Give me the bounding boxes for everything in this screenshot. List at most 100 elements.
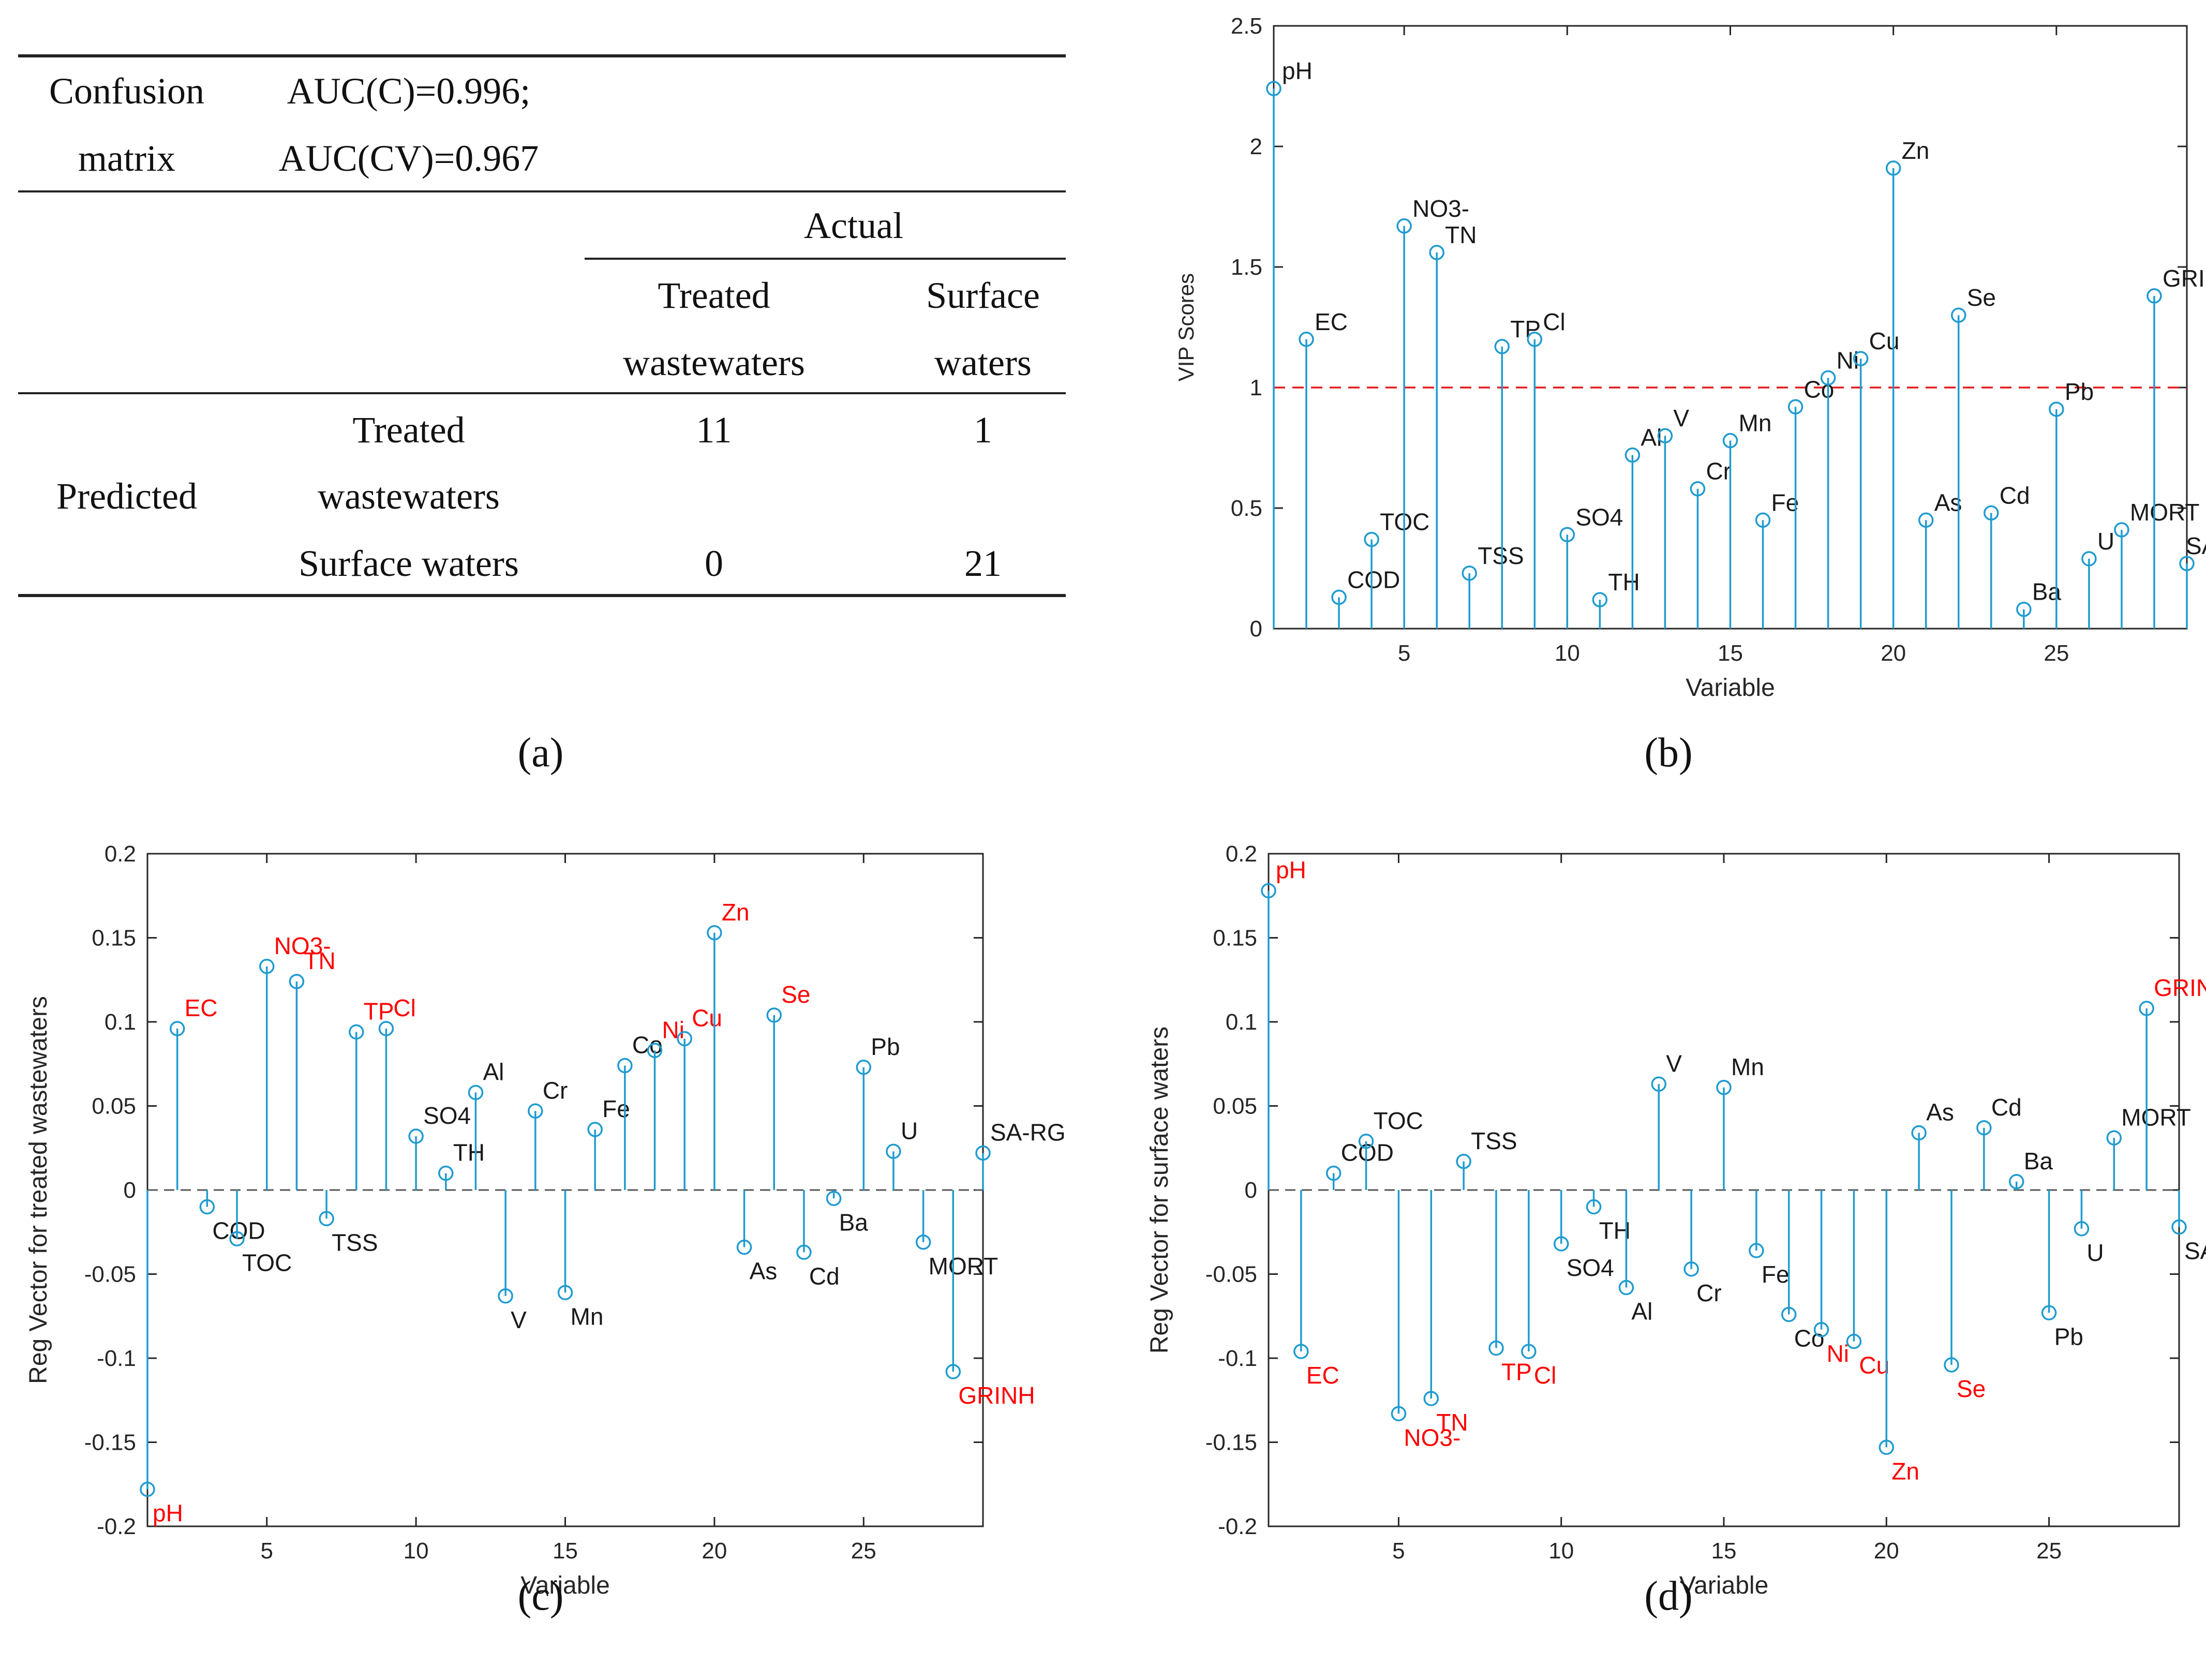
y-tick-label: 0.15 xyxy=(92,926,136,951)
point-label-tss: TSS xyxy=(332,1229,378,1256)
header-matrix: matrix xyxy=(78,138,175,179)
panel-a-confusion-matrix: Confusion matrix AUC(C)=0.996; AUC(CV)=0… xyxy=(0,0,1103,838)
point-label-cl: Cl xyxy=(393,994,415,1021)
x-tick-label: 15 xyxy=(1718,641,1743,666)
stem-marker-no3 xyxy=(1396,218,1412,234)
row-surface: Surface waters xyxy=(299,543,519,584)
point-label-ec: EC xyxy=(185,994,218,1021)
x-tick-label: 5 xyxy=(1398,641,1410,666)
stem-marker-ph xyxy=(1261,883,1276,899)
point-label-toc: TOC xyxy=(242,1249,292,1276)
cell-r2c1: 0 xyxy=(705,543,723,584)
header-confusion: Confusion xyxy=(49,70,205,112)
stem-marker-as xyxy=(736,1239,752,1255)
y-tick-label: -0.2 xyxy=(1218,1514,1257,1539)
y-tick-label: 0.15 xyxy=(1213,926,1257,951)
point-label-pb: Pb xyxy=(2065,378,2094,405)
stem-marker-cd xyxy=(796,1244,812,1260)
point-label-zn: Zn xyxy=(1891,1458,1919,1484)
x-tick-label: 10 xyxy=(1548,1538,1574,1564)
x-tick-label: 25 xyxy=(2044,641,2069,666)
point-label-no3: NO3- xyxy=(274,932,331,959)
point-label-grinh: GRINH xyxy=(2163,265,2206,292)
x-tick-label: 10 xyxy=(404,1538,429,1564)
point-label-co: Co xyxy=(1804,376,1835,403)
stem-marker-ec xyxy=(1299,332,1314,347)
y-tick-label: 2 xyxy=(1250,134,1262,159)
stem-marker-toc xyxy=(229,1231,245,1246)
stem-marker-ni xyxy=(1820,370,1836,386)
y-axis-label: VIP Scores xyxy=(1174,273,1198,381)
stem-marker-cod xyxy=(199,1199,215,1215)
y-tick-label: -0.15 xyxy=(84,1430,136,1455)
col-surface-1: Surface xyxy=(926,275,1040,316)
actual-label: Actual xyxy=(804,205,903,246)
point-label-th: TH xyxy=(1599,1217,1631,1244)
stem-marker-zn xyxy=(1885,160,1901,176)
stem-marker-mort xyxy=(2106,1130,2122,1146)
stem-marker-u xyxy=(2074,1221,2090,1237)
stem-marker-grinh xyxy=(2139,1001,2154,1016)
table-bottom-rule xyxy=(18,594,1066,597)
stem-marker-tn xyxy=(289,974,305,989)
point-label-cr: Cr xyxy=(543,1077,568,1104)
stem-marker-al xyxy=(1624,447,1641,463)
point-label-cod: COD xyxy=(212,1217,265,1244)
stem-marker-zn xyxy=(707,925,722,941)
stem-marker-tss xyxy=(1462,566,1477,581)
table-top-rule xyxy=(18,54,1066,57)
stem-marker-co xyxy=(1781,1306,1797,1322)
col-treated-1: Treated xyxy=(658,275,770,316)
stem-marker-th xyxy=(1592,592,1608,607)
y-tick-label: -0.1 xyxy=(97,1346,136,1371)
stem-marker-toc xyxy=(1364,531,1379,547)
stem-marker-ba xyxy=(2008,1174,2024,1190)
y-tick-label: 1.5 xyxy=(1231,255,1262,280)
point-label-as: As xyxy=(750,1258,778,1285)
stem-marker-cu xyxy=(1853,351,1869,366)
panel-c-treated-reg-vector-chart: -0.2 -0.15 -0.1 -0.05 0 0.05 0.1 0.15 0.2 5 10 15 20… xyxy=(25,841,1066,1599)
stem-marker-fe xyxy=(1755,512,1771,528)
stem-marker-cr xyxy=(1690,481,1706,497)
y-tick-label: 0.5 xyxy=(1231,496,1262,521)
stem-marker-cr xyxy=(528,1103,543,1119)
point-label-cu: Cu xyxy=(1859,1352,1889,1379)
point-label-ba: Ba xyxy=(839,1209,869,1236)
header-bottom-rule xyxy=(18,190,1066,192)
stem-marker-tp xyxy=(349,1024,364,1040)
point-label-ni: Ni xyxy=(1837,347,1859,374)
stem-marker-so4 xyxy=(1553,1236,1569,1252)
point-label-mort: MORT xyxy=(2130,499,2200,526)
x-tick-label: 5 xyxy=(1392,1538,1405,1564)
point-label-sarg: SA-RG xyxy=(2184,1238,2206,1265)
x-tick-label: 25 xyxy=(2036,1538,2062,1564)
x-axis-label: Variable xyxy=(1686,674,1775,702)
caption-b: (b) xyxy=(1644,730,1693,776)
point-label-cr: Cr xyxy=(1706,458,1731,485)
point-label-fe: Fe xyxy=(1762,1261,1790,1288)
point-label-cl: Cl xyxy=(1543,308,1565,335)
col-treated-2: wastewaters xyxy=(623,342,805,383)
stem-marker-v xyxy=(1657,428,1673,443)
point-label-ec: EC xyxy=(1306,1362,1339,1389)
stem-marker-sarg xyxy=(2179,556,2195,571)
point-label-al: Al xyxy=(1631,1298,1652,1325)
cell-r1c2: 1 xyxy=(974,409,992,451)
stem-marker-ph xyxy=(140,1481,155,1497)
point-label-zn: Zn xyxy=(1902,137,1930,164)
col-surface-2: waters xyxy=(934,342,1032,383)
point-label-ph: pH xyxy=(1276,857,1306,884)
caption-d: (d) xyxy=(1644,1573,1693,1619)
x-axis-label: Variable xyxy=(520,1572,610,1599)
point-label-so4: SO4 xyxy=(1575,503,1623,530)
y-tick-label: 0.2 xyxy=(105,841,136,867)
row-treated-2: wastewaters xyxy=(318,475,500,517)
point-label-tss: TSS xyxy=(1478,542,1524,569)
y-tick-label: 0.05 xyxy=(92,1094,136,1119)
point-label-ni: Ni xyxy=(1827,1340,1849,1367)
stem-marker-co xyxy=(617,1058,633,1074)
point-label-ni: Ni xyxy=(662,1016,684,1043)
panel-b-vip-scores-chart: 0 0.5 1 1.5 2 2.5 5 10 15 20 25 Variable VIP Scores p… xyxy=(1174,13,2206,702)
x-tick-label: 15 xyxy=(553,1538,578,1564)
stem-marker-no3 xyxy=(1391,1406,1407,1421)
